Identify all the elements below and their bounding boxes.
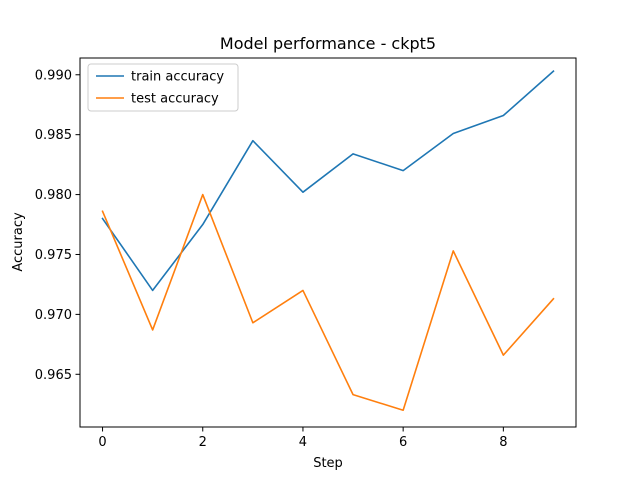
y-tick-label-4: 0.985 bbox=[35, 128, 72, 143]
x-tick-label-4: 8 bbox=[499, 435, 507, 450]
x-tick-label-1: 2 bbox=[199, 435, 207, 450]
y-tick-label-1: 0.970 bbox=[35, 308, 72, 323]
series-layer bbox=[101, 70, 555, 412]
y-tick-label-3: 0.980 bbox=[35, 188, 72, 203]
y-axis: 0.965 0.970 0.975 0.980 0.985 0.990 bbox=[35, 68, 80, 383]
legend-box bbox=[87, 63, 239, 112]
plot-frame bbox=[79, 57, 577, 428]
x-tick-label-0: 0 bbox=[98, 435, 106, 450]
series-line-1 bbox=[101, 193, 555, 412]
x-tick-label-3: 6 bbox=[399, 435, 407, 450]
x-tick-label-2: 4 bbox=[299, 435, 307, 450]
y-axis-label: Accuracy bbox=[11, 212, 26, 272]
chart-title: Model performance - ckpt5 bbox=[220, 34, 436, 53]
y-tick-label-5: 0.990 bbox=[35, 68, 72, 83]
series-line-0 bbox=[101, 70, 555, 292]
legend-label-0: train accuracy bbox=[131, 70, 224, 85]
x-axis: 0 2 4 6 8 bbox=[98, 427, 507, 450]
y-tick-label-0: 0.965 bbox=[35, 368, 72, 383]
legend-label-1: test accuracy bbox=[131, 92, 219, 107]
legend: train accuracy test accuracy bbox=[87, 63, 239, 112]
x-axis-label: Step bbox=[313, 456, 343, 471]
y-tick-label-2: 0.975 bbox=[35, 248, 72, 263]
